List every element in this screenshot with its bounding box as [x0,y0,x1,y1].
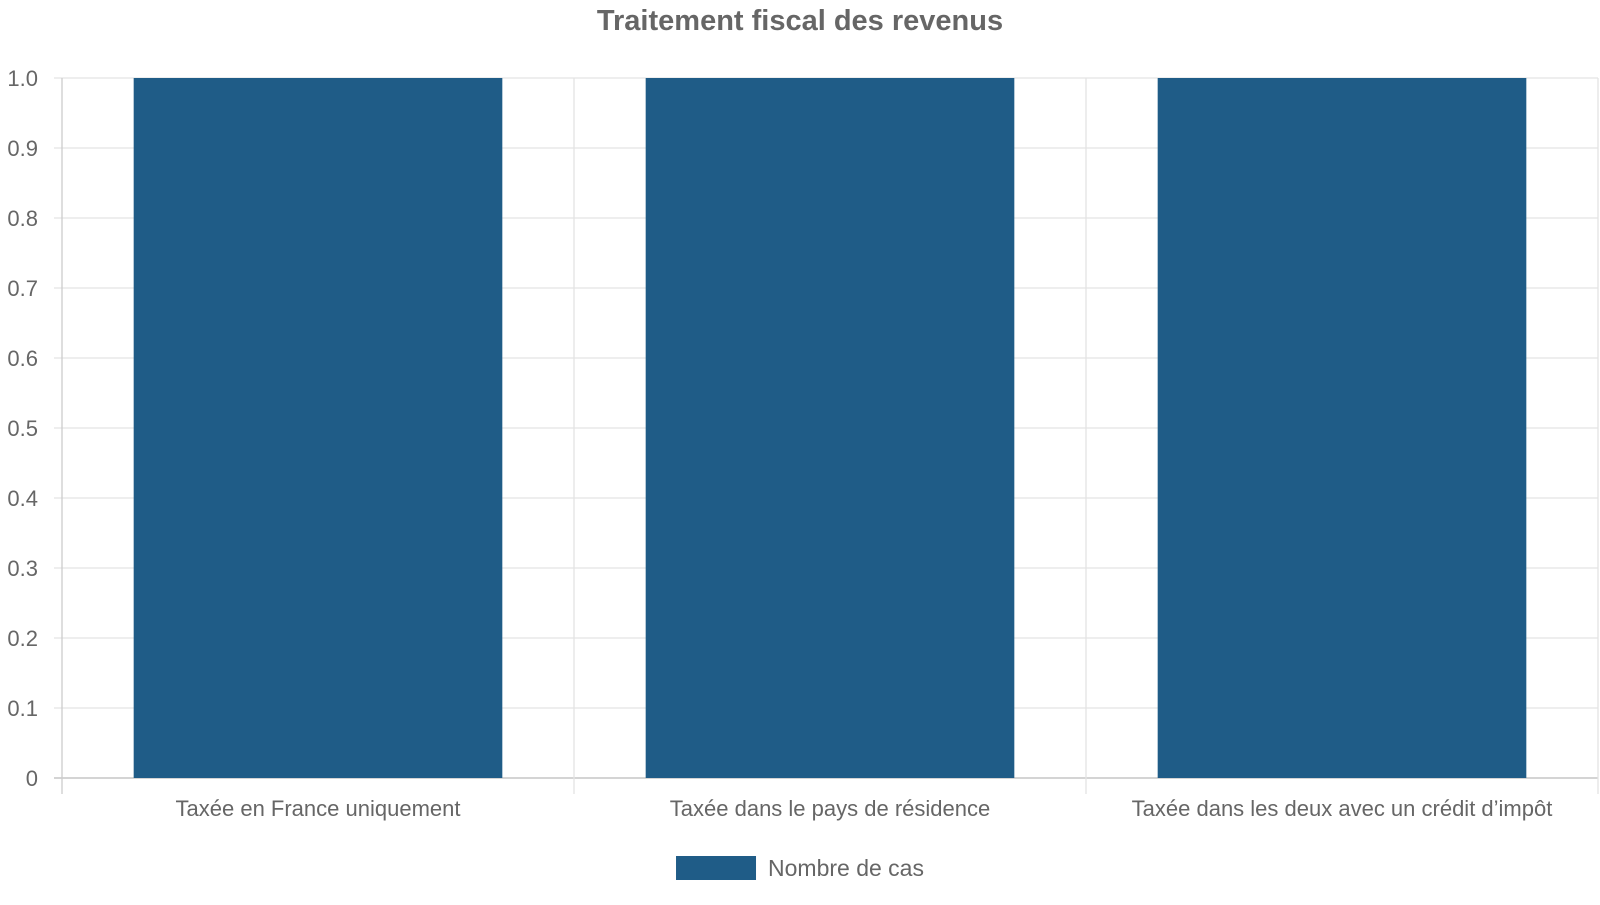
y-tick-label: 0.8 [7,206,38,231]
y-tick-label: 0.2 [7,626,38,651]
legend-swatch [676,856,757,880]
y-tick-label: 0.3 [7,556,38,581]
x-tick-label: Taxée en France uniquement [176,796,461,821]
y-tick-label: 0.9 [7,136,38,161]
legend[interactable]: Nombre de cas [676,855,924,881]
x-tick-label: Taxée dans les deux avec un crédit d’imp… [1132,796,1553,821]
chart-title: Traitement fiscal des revenus [597,5,1003,37]
bar[interactable] [645,78,1015,778]
y-tick-label: 0.7 [7,276,38,301]
bar[interactable] [133,78,503,778]
bar[interactable] [1157,78,1527,778]
y-tick-label: 0.1 [7,696,38,721]
legend-label: Nombre de cas [768,855,924,881]
bars [133,78,1527,778]
y-tick-label: 1.0 [7,66,38,91]
y-tick-label: 0.4 [7,486,38,511]
x-tick-label: Taxée dans le pays de résidence [670,796,990,821]
y-tick-label: 0.6 [7,346,38,371]
axes: 0 0.1 0.2 0.3 0.4 0.5 0.6 0.7 0.8 0.9 1.0 Taxée en … [7,66,1552,821]
y-tick-label: 0.5 [7,416,38,441]
y-tick-label: 0 [26,766,38,791]
